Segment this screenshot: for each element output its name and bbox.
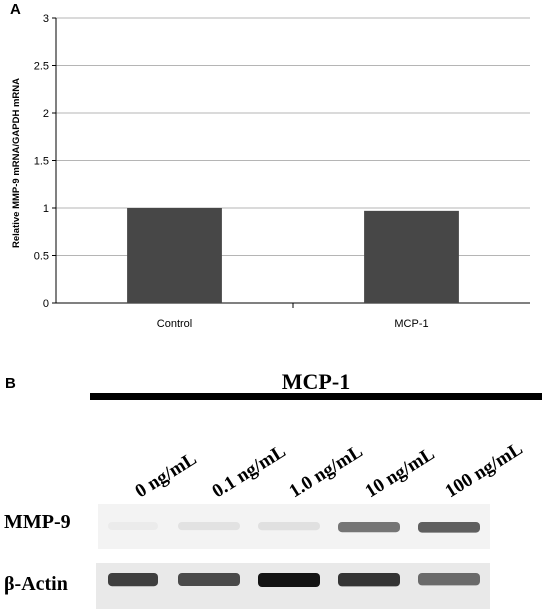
mmp9-label: MMP-9 xyxy=(4,511,71,533)
bar-mcp-1 xyxy=(364,210,459,303)
x-tick-label: Control xyxy=(157,318,192,330)
x-tick-label: MCP-1 xyxy=(394,318,428,330)
blot-band xyxy=(418,522,480,533)
panel-a-label: A xyxy=(10,1,21,18)
western-blots: MMP-9 β-Actin xyxy=(4,504,490,609)
blot-band xyxy=(178,573,240,586)
blot-band xyxy=(108,522,158,530)
y-tick-label: 1 xyxy=(43,203,49,215)
blot-band xyxy=(418,573,480,586)
y-tick-label: 2.5 xyxy=(34,61,49,73)
panel-b-label: B xyxy=(5,375,16,392)
bar-chart: 0 0.5 1 1.5 2 2.5 3 Control MCP-1 xyxy=(34,13,530,330)
lane-label: 0 ng/mL xyxy=(132,448,201,502)
treatment-bar xyxy=(90,393,542,400)
beta-actin-label: β-Actin xyxy=(4,573,68,595)
lane-label: 1.0 ng/mL xyxy=(286,441,367,502)
lane-label: 10 ng/mL xyxy=(362,443,439,502)
blot-band xyxy=(258,522,320,531)
lane-label: 0.1 ng/mL xyxy=(209,441,290,502)
y-tick-label: 2 xyxy=(43,108,49,120)
lane-label: 100 ng/mL xyxy=(442,438,527,502)
y-tick-label: 1.5 xyxy=(34,156,49,168)
blot-band xyxy=(178,522,240,531)
y-tick-label: 0 xyxy=(43,298,49,310)
blot-band xyxy=(338,522,400,533)
blot-band xyxy=(108,573,158,587)
y-tick-label: 0.5 xyxy=(34,251,49,263)
blot-band xyxy=(258,573,320,587)
treatment-label: MCP-1 xyxy=(282,369,350,394)
bar-control xyxy=(127,208,222,303)
blot-band xyxy=(338,573,400,587)
y-axis-label: Relative MMP-9 mRNA/GAPDH mRNA xyxy=(11,78,22,248)
y-tick-label: 3 xyxy=(43,13,49,25)
